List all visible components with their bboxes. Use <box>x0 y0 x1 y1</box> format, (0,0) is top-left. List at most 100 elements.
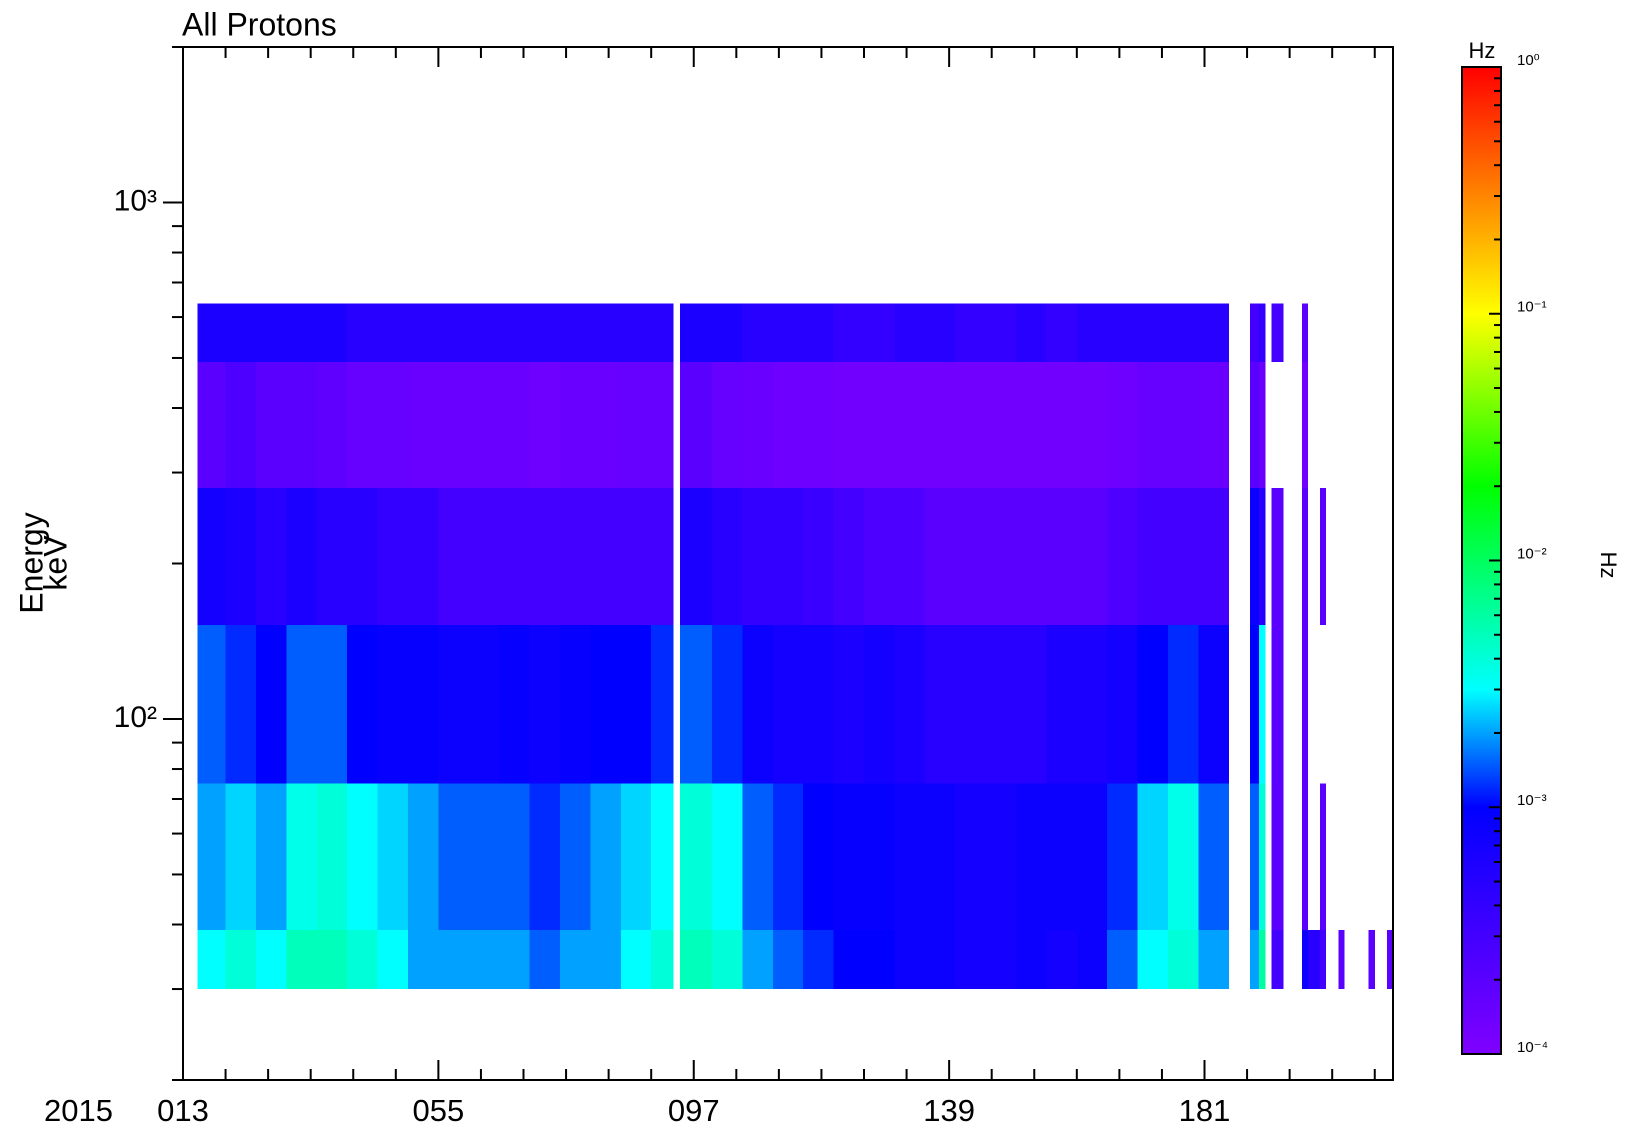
spectrogram-cell <box>468 930 500 990</box>
x-tick-label: 181 <box>1179 1093 1231 1128</box>
spectrogram-cell <box>1076 930 1108 990</box>
spectrogram-cell <box>499 930 530 990</box>
spectrogram-cell <box>1271 303 1284 363</box>
spectrogram-cell <box>407 625 439 784</box>
spectrogram-cell <box>679 362 712 489</box>
spectrogram-cell <box>407 930 439 990</box>
spectrogram-cell <box>711 303 743 363</box>
spectrogram-cell <box>590 930 621 990</box>
spectrogram-cell <box>316 930 348 990</box>
spectrogram-cell <box>772 625 804 784</box>
spectrogram-cell <box>316 783 348 931</box>
spectrogram-cell <box>894 362 925 489</box>
spectrogram-cell <box>286 930 317 990</box>
spectrogram-cell <box>833 783 865 931</box>
spectrogram-cell <box>529 488 560 626</box>
spectrogram-cell <box>924 488 956 626</box>
spectrogram-cell <box>1368 930 1375 990</box>
x-tick-label: 013 <box>157 1093 209 1128</box>
spectrogram-cell <box>407 783 439 931</box>
spectrogram-cell <box>1076 625 1108 784</box>
spectrogram-cell <box>225 783 256 931</box>
spectrogram-cell <box>1301 303 1308 363</box>
spectrogram-cell <box>1250 303 1260 363</box>
y-tick-label: 10³ <box>114 184 157 217</box>
spectrogram-cell <box>1016 303 1047 363</box>
spectrogram-cell <box>803 930 834 990</box>
spectrogram-cell <box>286 783 317 931</box>
spectrogram-cell <box>529 303 560 363</box>
spectrogram-cell <box>377 362 408 489</box>
spectrogram-cell <box>1259 783 1266 931</box>
x-tick-label: 139 <box>923 1093 975 1128</box>
y-tick-label: 10² <box>114 701 157 734</box>
spectrogram-cell <box>1137 930 1169 990</box>
spectrogram-cell <box>559 625 591 784</box>
spectrogram-cell <box>225 362 256 489</box>
spectrogram-cell <box>347 303 378 363</box>
spectrogram-cell <box>651 362 674 489</box>
spectrogram-cell <box>1076 783 1108 931</box>
spectrogram-cell <box>894 625 925 784</box>
spectrogram-cell <box>255 488 287 626</box>
spectrogram-cell <box>1137 362 1169 489</box>
spectrogram-cell <box>529 362 560 489</box>
spectrogram-cell <box>225 625 256 784</box>
spectrogram-cell <box>742 303 773 363</box>
spectrogram-cell <box>894 930 925 990</box>
spectrogram-cell <box>1107 488 1138 626</box>
spectrogram-cell <box>985 930 1017 990</box>
spectrogram-cell <box>1320 930 1327 990</box>
spectrogram-cell <box>407 303 439 363</box>
spectrogram-cell <box>651 303 674 363</box>
spectrogram-cell <box>529 625 560 784</box>
spectrogram-cell <box>1271 488 1284 626</box>
spectrogram-cell <box>1107 303 1138 363</box>
spectrogram-cell <box>225 488 256 626</box>
spectrogram-cell <box>197 362 226 489</box>
year-label: 2015 <box>44 1093 113 1128</box>
spectrogram-cell <box>955 303 986 363</box>
spectrogram-cell <box>499 303 530 363</box>
spectrogram-cell <box>197 783 226 931</box>
spectrogram-cell <box>1250 362 1260 489</box>
spectrogram-cell <box>894 488 925 626</box>
spectrogram-cell <box>1301 625 1308 784</box>
spectrogram-cell <box>711 930 743 990</box>
spectrogram-cell <box>1271 625 1284 784</box>
spectrogram-cell <box>1271 930 1284 990</box>
spectrogram-cell <box>955 783 986 931</box>
spectrogram-cell <box>803 783 834 931</box>
spectrogram-cell <box>1301 488 1308 626</box>
spectrogram-cell <box>742 783 773 931</box>
spectrogram-cell <box>864 625 895 784</box>
spectrogram-cell <box>197 930 226 990</box>
spectrogram-cell <box>1076 303 1108 363</box>
y-axis-label: keV <box>37 535 73 591</box>
spectrogram-cell <box>529 783 560 931</box>
spectrogram-cell <box>347 783 378 931</box>
spectrogram-cell <box>1168 362 1199 489</box>
spectrogram-cell <box>1259 625 1266 784</box>
spectrogram-cell <box>651 930 674 990</box>
spectrogram-cell <box>590 362 621 489</box>
spectrogram-cell <box>1016 930 1047 990</box>
spectrogram-cell <box>679 783 712 931</box>
spectrogram-cell <box>1168 930 1199 990</box>
spectrogram-cell <box>468 625 500 784</box>
spectrogram-cell <box>377 930 408 990</box>
spectrogram-cell <box>833 625 865 784</box>
spectrogram-cell <box>620 488 652 626</box>
spectrogram-cell <box>377 783 408 931</box>
spectrogram-cell <box>894 783 925 931</box>
spectrogram-cell <box>255 930 287 990</box>
spectrogram-cell <box>1107 783 1138 931</box>
spectrogram-cell <box>438 488 469 626</box>
spectrogram-cell <box>347 625 378 784</box>
spectrogram-cell <box>1338 930 1345 990</box>
spectrogram-cell <box>225 930 256 990</box>
spectrogram-cell <box>438 625 469 784</box>
spectrogram-cell <box>620 303 652 363</box>
